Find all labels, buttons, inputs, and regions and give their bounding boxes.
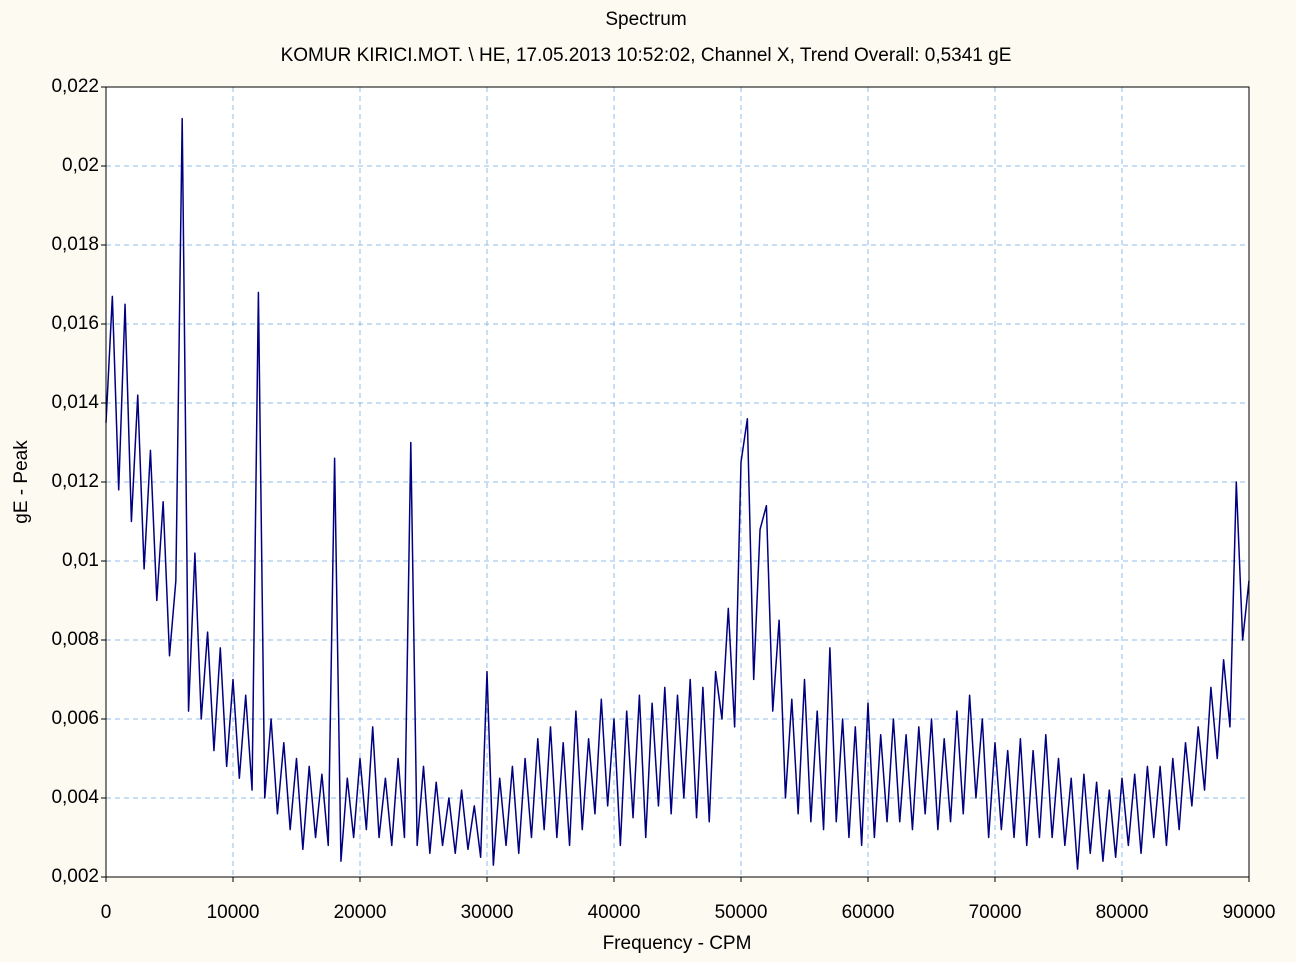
y-tick-label: 0,01: [62, 550, 99, 571]
y-tick-label: 0,018: [51, 234, 99, 255]
y-tick-label: 0,004: [51, 787, 99, 808]
y-tick-label: 0,002: [51, 866, 99, 887]
x-tick-label: 60000: [842, 902, 895, 923]
x-axis-label: Frequency - CPM: [603, 933, 752, 954]
x-tick-label: 70000: [969, 902, 1022, 923]
y-tick-label: 0,014: [51, 392, 99, 413]
spectrum-line: [105, 117, 1250, 870]
plot-frame: [105, 86, 1250, 878]
x-tick-label: 80000: [1096, 902, 1149, 923]
x-tick-label: 10000: [207, 902, 260, 923]
y-tick-label: 0,016: [51, 313, 99, 334]
x-tick-label: 30000: [461, 902, 514, 923]
y-tick-label: 0,006: [51, 708, 99, 729]
x-tick-label: 40000: [588, 902, 641, 923]
y-tick-label: 0,008: [51, 629, 99, 650]
x-tick-label: 20000: [334, 902, 387, 923]
chart-subtitle: KOMUR KIRICI.MOT. \ HE, 17.05.2013 10:52…: [281, 45, 1012, 66]
x-tick-label: 90000: [1223, 902, 1276, 923]
y-axis-label: gE - Peak: [11, 440, 32, 524]
y-tick-label: 0,012: [51, 471, 99, 492]
y-tick-label: 0,022: [51, 76, 99, 97]
x-tick-label: 0: [101, 902, 112, 923]
chart-title: Spectrum: [605, 9, 686, 30]
y-tick-label: 0,02: [62, 155, 99, 176]
x-tick-label: 50000: [715, 902, 768, 923]
